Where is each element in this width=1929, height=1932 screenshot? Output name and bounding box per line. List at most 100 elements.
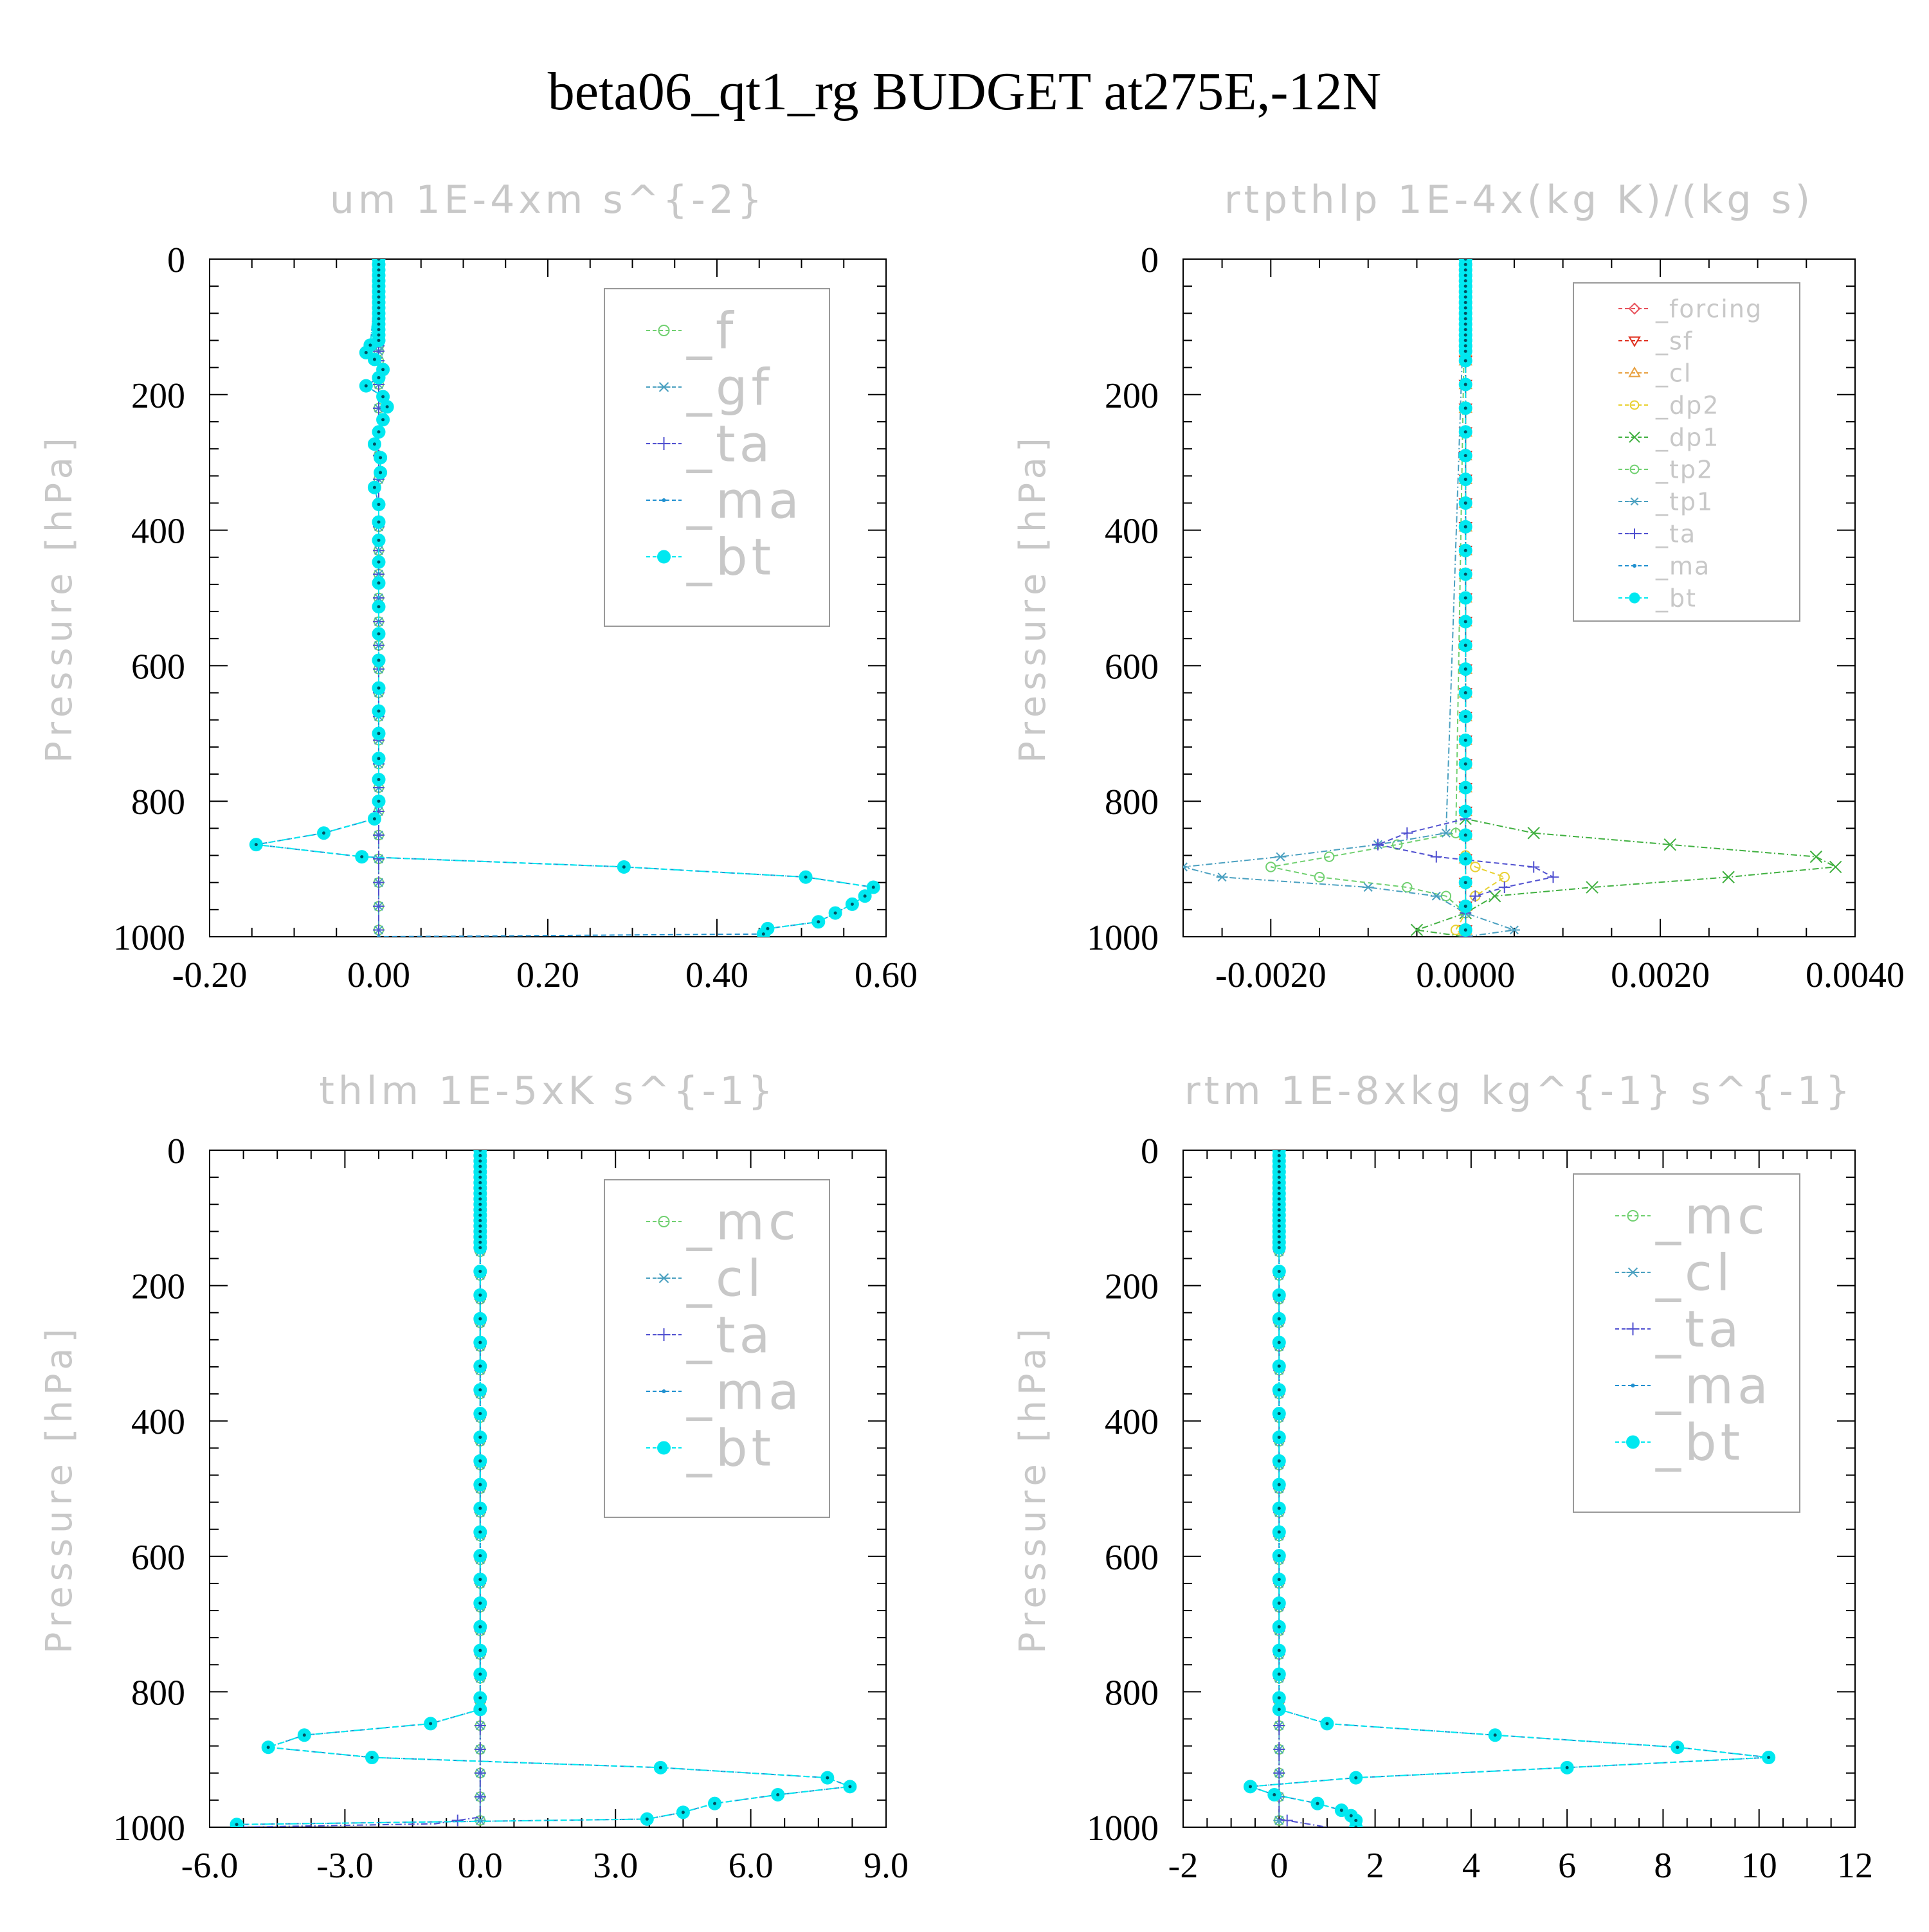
series-ta-marker	[474, 1791, 486, 1803]
bt-marker-center	[1277, 1224, 1281, 1228]
series-dp1-marker	[1722, 871, 1735, 883]
bt-marker-center	[385, 405, 389, 409]
bt-marker-center	[1463, 596, 1467, 600]
bt-marker-center	[1463, 383, 1467, 386]
x-tick-label: 0.40	[685, 955, 748, 995]
bt-marker-center	[478, 1175, 482, 1179]
bt-marker-center	[1463, 478, 1467, 482]
y-tick-label: 800	[131, 782, 185, 822]
bt-marker-center	[478, 1224, 482, 1228]
legend-label: _cl	[1655, 359, 1692, 387]
legend-item-dp2: _dp2	[1618, 391, 1718, 419]
bt-marker-center	[478, 1601, 482, 1605]
legend-item-ma: _ma	[1615, 1357, 1768, 1415]
legend-label: _mc	[1655, 1187, 1769, 1245]
legend-item-tp2: _tp2	[1618, 455, 1712, 483]
series-dp1-marker	[1410, 923, 1424, 937]
legend-box	[1573, 1173, 1800, 1513]
bt-marker-center	[658, 1765, 662, 1769]
bt-marker-center	[1463, 300, 1467, 304]
bt-marker-center	[377, 658, 381, 662]
bt-marker-center	[1249, 1785, 1252, 1789]
series-dp1-marker	[1527, 827, 1540, 840]
legend: _mc_cl_ta_ma_bt	[1573, 1173, 1800, 1513]
bt-marker-center	[1463, 279, 1467, 283]
x-tick-label: -0.20	[172, 955, 248, 995]
y-tick-label: 1000	[113, 1809, 185, 1848]
series-line	[1417, 259, 1838, 937]
x-ticks: -0.0020 0.0000 0.0020 0.0040	[1215, 259, 1905, 995]
y-axis-label: Pressure [hPa]	[1012, 433, 1054, 763]
y-axis-label: Pressure [hPa]	[39, 433, 80, 763]
panel-title: um 1E-4xm s^{-2}	[330, 177, 766, 222]
bt-marker-center	[377, 333, 381, 337]
legend-bt-marker	[657, 550, 671, 564]
bt-marker-center	[1463, 430, 1467, 434]
bt-marker-center	[1277, 1364, 1281, 1368]
bt-marker-center	[377, 632, 381, 636]
legend-item-forcing: _forcing	[1618, 294, 1761, 323]
bt-marker-center	[381, 418, 385, 422]
bt-marker-center	[235, 1823, 239, 1827]
bt-marker-center	[478, 1240, 482, 1244]
legend-cl-marker	[1628, 366, 1641, 377]
panel-1: um 1E-4xm s^{-2} Pressure [hPa] 0 200 400 600…	[39, 177, 918, 995]
legend-box	[604, 288, 830, 627]
legend-label: _bt	[1655, 1414, 1744, 1472]
legend-label: _ta	[686, 1306, 774, 1364]
bt-marker-center	[478, 1696, 482, 1700]
legend-ta-marker	[1626, 1323, 1640, 1335]
bt-marker-center	[1463, 295, 1467, 299]
bt-marker-center	[1463, 268, 1467, 272]
bt-marker-center	[478, 1625, 482, 1629]
series-tp2-marker	[1265, 862, 1276, 872]
x-tick-label: 0.60	[855, 955, 918, 995]
series-dp1-marker	[1809, 850, 1823, 863]
legend-item-cl: _cl	[1615, 1244, 1730, 1302]
bt-marker-center	[377, 284, 381, 288]
x-tick-label: 3.0	[593, 1846, 638, 1886]
bt-marker-center	[1493, 1733, 1497, 1737]
series-tp1-marker	[1216, 872, 1228, 882]
series-dp1-marker	[1488, 890, 1501, 903]
x-tick-label: 0.0020	[1611, 955, 1710, 995]
bt-marker-center	[302, 1733, 306, 1737]
series-bt	[1458, 259, 1472, 937]
bt-marker-center	[478, 1554, 482, 1558]
series-ta-marker	[1430, 851, 1442, 863]
legend-item-bt: _bt	[1615, 1414, 1744, 1472]
bt-marker-center	[1354, 1825, 1358, 1827]
series-ta-marker	[373, 900, 385, 912]
bt-marker-center	[1463, 317, 1467, 321]
bt-marker-center	[645, 1817, 649, 1821]
legend-mc-marker	[1627, 1210, 1639, 1222]
series-ta-marker	[1401, 827, 1413, 839]
x-tick-label: 0.00	[347, 955, 410, 995]
legend-gf-marker	[657, 382, 671, 392]
y-tick-label: 200	[131, 1267, 185, 1307]
bt-marker-center	[372, 442, 376, 446]
legend-label: _cl	[686, 1250, 765, 1308]
bt-marker-center	[1277, 1672, 1281, 1676]
series-ta	[237, 1150, 486, 1827]
bt-marker-center	[478, 1213, 482, 1217]
legend-ma-marker	[662, 1389, 666, 1393]
x-tick-label: 0.0	[458, 1846, 503, 1886]
bt-marker-center	[1463, 333, 1467, 337]
bt-marker-center	[1325, 1722, 1329, 1726]
bt-marker-center	[766, 926, 770, 930]
bt-marker-center	[1349, 1814, 1353, 1818]
series-tp1-marker	[1274, 852, 1287, 862]
bt-marker-center	[377, 709, 381, 713]
series-group	[249, 259, 880, 937]
legend-ma-marker	[1631, 1384, 1635, 1387]
bt-marker-center	[377, 268, 381, 272]
x-tick-label: -2	[1168, 1846, 1199, 1886]
bt-marker-center	[1277, 1459, 1281, 1463]
legend-item-ta: _ta	[646, 1306, 774, 1364]
y-tick-label: 1000	[1087, 918, 1159, 958]
bt-marker-center	[322, 831, 326, 835]
x-tick-label: 0.0040	[1806, 955, 1905, 995]
legend-item-cl: _cl	[1618, 359, 1692, 387]
